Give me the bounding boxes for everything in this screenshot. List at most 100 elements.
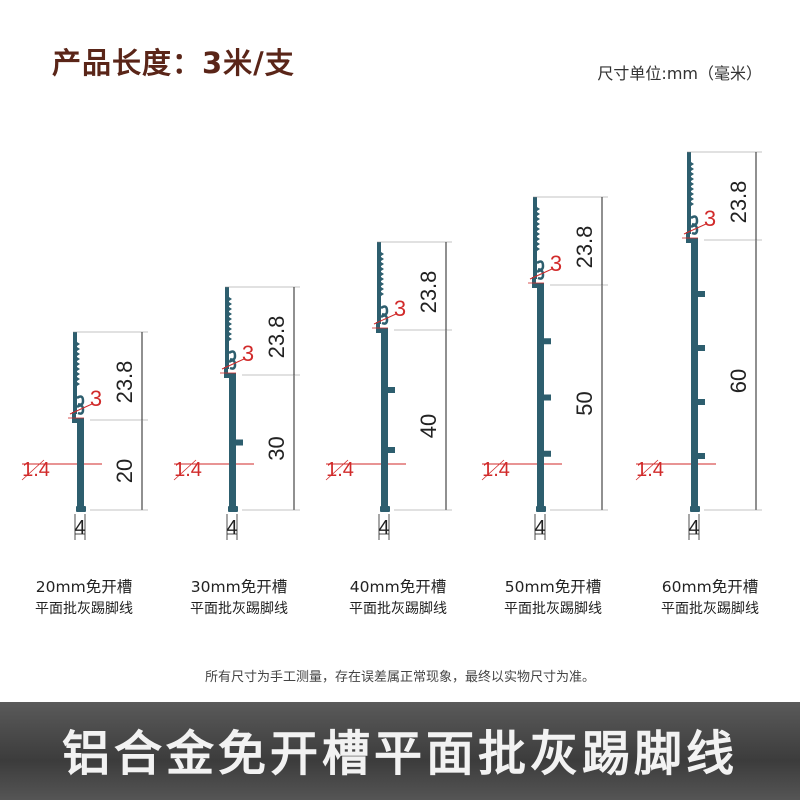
width-label: 4 xyxy=(226,517,237,539)
profile-shoulder xyxy=(72,418,84,423)
caption-line1: 40mm免开槽 xyxy=(349,578,447,596)
height-label: 40 xyxy=(416,414,441,438)
lip-tooth xyxy=(229,327,232,331)
top-height-label: 23.8 xyxy=(572,226,597,269)
lip-tooth xyxy=(691,182,694,186)
thickness-label: 1.4 xyxy=(636,459,664,481)
profile-foot xyxy=(380,506,390,512)
lip-tooth xyxy=(691,197,694,201)
thickness-label: 1.4 xyxy=(326,459,354,481)
profile-shoulder xyxy=(224,373,236,378)
profile-rib xyxy=(697,345,705,351)
lip-tooth xyxy=(691,177,694,181)
profile-rib xyxy=(543,338,551,345)
clip-hook xyxy=(690,215,699,226)
profile-foot xyxy=(76,506,86,512)
gap-leader xyxy=(683,223,707,235)
thickness-leader xyxy=(173,459,197,481)
profile-foot xyxy=(536,506,546,512)
profile-rib xyxy=(697,291,705,297)
profile-web xyxy=(229,375,236,510)
gap-leader xyxy=(69,403,93,415)
clip-hook xyxy=(380,305,389,316)
profile-web xyxy=(537,285,544,510)
gap-label: 3 xyxy=(242,341,254,366)
lip-tooth xyxy=(381,292,384,296)
caption-line2: 平面批灰踢脚线 xyxy=(661,601,759,617)
lip-tooth xyxy=(77,347,80,351)
lip-tooth xyxy=(77,362,80,366)
gap-label: 3 xyxy=(90,386,102,411)
lip-tooth xyxy=(381,252,384,256)
lip-tooth xyxy=(537,222,540,226)
thickness-label: 1.4 xyxy=(174,459,202,481)
lip-tooth xyxy=(537,212,540,216)
gap-leader xyxy=(221,358,245,370)
lip-tooth xyxy=(691,172,694,176)
clip-hook xyxy=(228,359,237,370)
lip-tooth xyxy=(691,187,694,191)
lip-tooth xyxy=(537,247,540,251)
thickness-label: 1.4 xyxy=(482,459,510,481)
height-label: 30 xyxy=(264,436,289,460)
measurement-disclaimer: 所有尺寸为手工测量，存在误差属正常现象，最终以实物尺寸为准。 xyxy=(204,670,595,685)
lip-tooth xyxy=(537,207,540,211)
width-label: 4 xyxy=(534,517,545,539)
profile-rib xyxy=(387,387,395,393)
lip-tooth xyxy=(77,367,80,371)
thickness-leader xyxy=(481,459,505,481)
lip-tooth xyxy=(537,237,540,241)
lip-tooth xyxy=(381,257,384,261)
lip-tooth xyxy=(77,382,80,386)
gap-leader xyxy=(373,313,397,325)
clip-hook xyxy=(76,404,85,415)
profile-foot xyxy=(690,506,700,512)
page-title: 产品长度：3米/支 xyxy=(52,46,295,80)
height-label: 20 xyxy=(112,459,137,483)
clip-hook xyxy=(76,395,85,406)
width-label: 4 xyxy=(74,517,85,539)
lip-tooth xyxy=(381,282,384,286)
profile-step xyxy=(72,412,76,420)
lip-tooth xyxy=(537,232,540,236)
lip-tooth xyxy=(537,242,540,246)
profile-rib xyxy=(543,394,551,401)
footer-banner: 铝合金免开槽平面批灰踢脚线 xyxy=(0,702,800,800)
thickness-leader xyxy=(635,459,659,481)
profile-step xyxy=(224,367,228,375)
profile-lip xyxy=(377,242,381,324)
profile-shoulder xyxy=(376,328,388,333)
lip-tooth xyxy=(691,167,694,171)
thickness-leader xyxy=(325,459,349,481)
profile-step xyxy=(376,322,380,330)
lip-tooth xyxy=(229,332,232,336)
lip-tooth xyxy=(381,267,384,271)
profile-rib xyxy=(697,453,705,459)
profile-shoulder xyxy=(532,283,544,288)
thickness-leader xyxy=(21,459,45,481)
profile-drawings: 20 23.8 4 3 1.4 30 23.8 4 3 1.4 40 23.8 4 3 1.4 50 23.8 4… xyxy=(21,151,762,540)
caption-line1: 50mm免开槽 xyxy=(504,578,602,596)
caption-30mm: 30mm免开槽 平面批灰踢脚线 xyxy=(163,576,315,620)
profile-web xyxy=(77,420,84,510)
thickness-label: 1.4 xyxy=(22,459,50,481)
caption-50mm: 50mm免开槽 平面批灰踢脚线 xyxy=(477,576,629,620)
profile-rib xyxy=(235,439,243,446)
top-height-label: 23.8 xyxy=(726,181,751,224)
profile-rib xyxy=(543,450,551,457)
profile-foot xyxy=(228,506,238,512)
caption-60mm: 60mm免开槽 平面批灰踢脚线 xyxy=(634,576,786,620)
lip-tooth xyxy=(229,302,232,306)
caption-line2: 平面批灰踢脚线 xyxy=(35,601,133,617)
profile-step xyxy=(686,232,690,240)
top-height-label: 23.8 xyxy=(112,361,137,404)
profile-rib xyxy=(697,399,705,405)
profile-web xyxy=(381,330,388,510)
lip-tooth xyxy=(229,297,232,301)
width-label: 4 xyxy=(378,517,389,539)
lip-tooth xyxy=(77,357,80,361)
caption-line2: 平面批灰踢脚线 xyxy=(190,601,288,617)
caption-line1: 20mm免开槽 xyxy=(35,578,133,596)
lip-tooth xyxy=(537,227,540,231)
lip-tooth xyxy=(381,287,384,291)
